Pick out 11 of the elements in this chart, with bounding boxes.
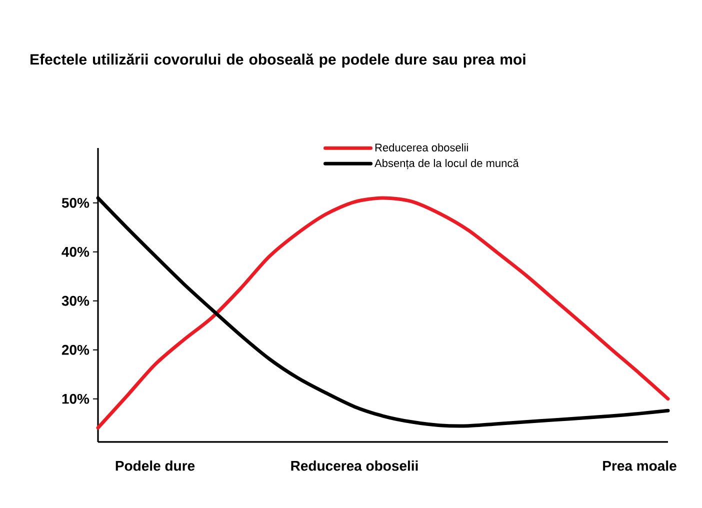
- x-tick-label: Prea moale: [603, 460, 676, 471]
- y-tick-label: 40%: [62, 246, 90, 257]
- legend-label: Absența de la locul de muncă: [374, 158, 519, 170]
- y-tick-label: 50%: [62, 198, 90, 208]
- y-tick-label: 20%: [62, 344, 90, 355]
- x-tick-label: Reducerea oboselii: [291, 460, 418, 471]
- chart-title: Efectele utilizării covorului de oboseală pe podele dure sau prea moi: [30, 54, 526, 68]
- x-tick-label: Podele dure: [116, 460, 195, 471]
- legend-label: Reducerea oboselii: [375, 143, 468, 152]
- y-tick-label: 10%: [62, 394, 90, 404]
- y-tick-label: 30%: [62, 296, 90, 306]
